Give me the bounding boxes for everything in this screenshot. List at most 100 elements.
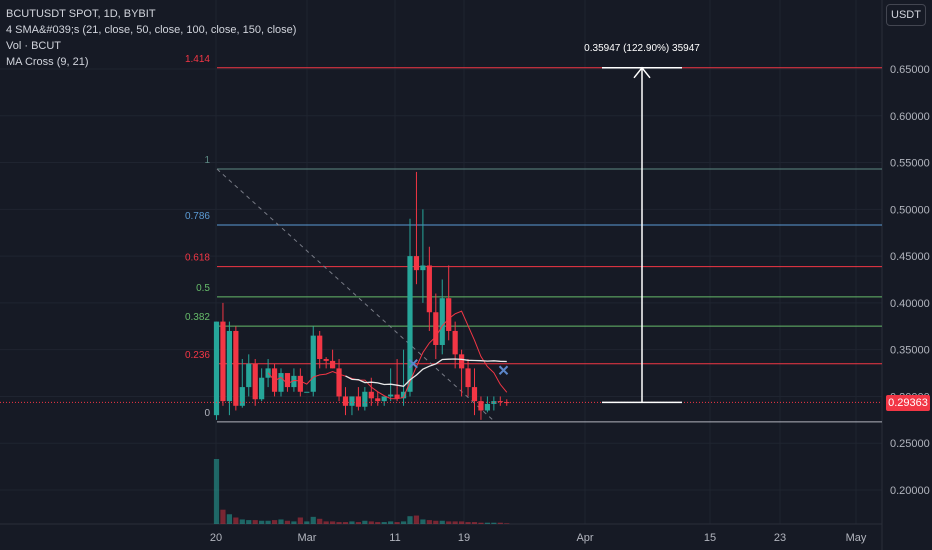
volume-bar xyxy=(465,522,471,524)
volume-bar xyxy=(381,522,387,524)
fib-label: 1.414 xyxy=(185,54,210,65)
candle-body xyxy=(297,375,303,392)
legend-symbol[interactable]: BCUTUSDT SPOT, 1D, BYBIT xyxy=(6,8,156,20)
volume-bar xyxy=(304,521,310,524)
last-price-tag: 0.29363 xyxy=(886,395,930,411)
ma-cross-marker xyxy=(408,358,418,369)
fib-label: 0.5 xyxy=(196,283,210,294)
candle-body xyxy=(291,375,297,388)
price-axis: 0.65000 0.60000 0.55000 0.50000 0.45000 0.400… xyxy=(890,64,930,497)
volume-bar xyxy=(271,520,278,524)
volume-bar xyxy=(433,520,439,524)
volume-bar xyxy=(265,520,271,524)
candle-body xyxy=(317,335,323,360)
volume-bar xyxy=(284,520,291,524)
volume-bar xyxy=(310,516,316,524)
y-tick-label: 0.35000 xyxy=(890,345,930,357)
candle-body xyxy=(433,312,439,345)
candle-body xyxy=(439,298,445,345)
volume-bar xyxy=(420,519,426,524)
candle-body xyxy=(375,398,381,402)
fib-label: 0.382 xyxy=(185,312,210,323)
y-tick-label: 0.65000 xyxy=(890,64,930,76)
candle-body xyxy=(497,401,503,403)
candle-body xyxy=(491,401,497,404)
legend-volume[interactable]: Vol · BCUT xyxy=(6,40,62,52)
x-tick-label: 23 xyxy=(774,532,786,544)
candle-body xyxy=(413,256,420,271)
x-tick-label: 15 xyxy=(704,532,716,544)
volume-bar xyxy=(452,521,458,524)
candle-body xyxy=(246,363,252,388)
fib-label: 1 xyxy=(204,155,210,166)
y-tick-label: 0.45000 xyxy=(890,251,930,263)
fib-trend-line xyxy=(216,168,496,423)
candle-body xyxy=(426,265,432,313)
y-tick-label: 0.60000 xyxy=(890,111,930,123)
candle-body xyxy=(226,330,232,402)
candle-body xyxy=(284,373,291,388)
candle-body xyxy=(459,354,465,369)
candle-body xyxy=(233,330,239,406)
volume-bar xyxy=(239,519,245,524)
candle-body xyxy=(471,387,478,402)
volume-bar xyxy=(342,522,349,524)
candle-body xyxy=(349,396,355,406)
currency-button[interactable]: USDT xyxy=(886,4,926,26)
volume-bar xyxy=(471,522,478,524)
candle-body xyxy=(355,396,361,407)
volume-bar xyxy=(355,522,361,524)
volume-bar xyxy=(349,521,355,524)
ma-cross-marker xyxy=(498,365,509,375)
candle-body xyxy=(407,256,413,392)
volume-bar xyxy=(233,517,239,524)
candle-body xyxy=(394,394,400,399)
candle-body xyxy=(310,335,316,392)
candle-body xyxy=(220,321,226,402)
candle-body xyxy=(259,377,265,400)
candle-body xyxy=(342,396,349,406)
legend-sma[interactable]: 4 SMA&#039;s (21, close, 50, close, 100,… xyxy=(6,24,297,36)
fib-label: 0.786 xyxy=(185,211,210,222)
candle-body xyxy=(446,298,452,331)
candle-body xyxy=(381,396,387,402)
x-tick-label: 20 xyxy=(210,532,222,544)
y-tick-label: 0.40000 xyxy=(890,298,930,310)
fib-label: 0 xyxy=(204,408,210,419)
overlays: 0.35947 (122.90%) 35947 xyxy=(0,43,882,404)
candle-body xyxy=(388,394,394,397)
x-tick-label: May xyxy=(846,532,867,544)
volume-bar xyxy=(297,517,303,524)
legend-ma-cross[interactable]: MA Cross (9, 21) xyxy=(6,56,89,68)
volume-bar xyxy=(407,516,413,524)
time-axis: 20 Mar 11 19 Apr 15 23 May xyxy=(210,532,867,544)
chart-grid xyxy=(0,0,883,550)
candle-body xyxy=(368,391,374,399)
ma-fast-line xyxy=(267,310,508,400)
fib-retracement: 1.414 1 0.786 0.618 0.5 0.382 0.236 0 xyxy=(185,54,882,423)
measure-label: 0.35947 (122.90%) 35947 xyxy=(584,43,700,54)
volume-bar xyxy=(220,509,226,524)
volume-bars xyxy=(213,459,510,524)
x-tick-label: 11 xyxy=(389,532,400,544)
volume-bar xyxy=(259,520,265,524)
volume-bar xyxy=(213,459,220,524)
volume-bar xyxy=(459,521,465,524)
candle-body xyxy=(323,359,329,361)
volume-bar xyxy=(368,521,374,524)
volume-bar xyxy=(226,514,232,524)
fib-label: 0.236 xyxy=(185,350,210,361)
volume-bar xyxy=(394,522,400,524)
volume-bar xyxy=(484,522,490,524)
volume-bar xyxy=(375,522,381,524)
volume-bar xyxy=(336,522,342,524)
volume-bar xyxy=(278,519,284,524)
y-tick-label: 0.20000 xyxy=(890,485,930,497)
candle-body xyxy=(278,373,284,392)
candle-body xyxy=(239,387,245,406)
volume-bar xyxy=(504,523,510,524)
candle-body xyxy=(252,363,258,400)
volume-bar xyxy=(362,520,368,524)
volume-bar xyxy=(426,520,432,524)
